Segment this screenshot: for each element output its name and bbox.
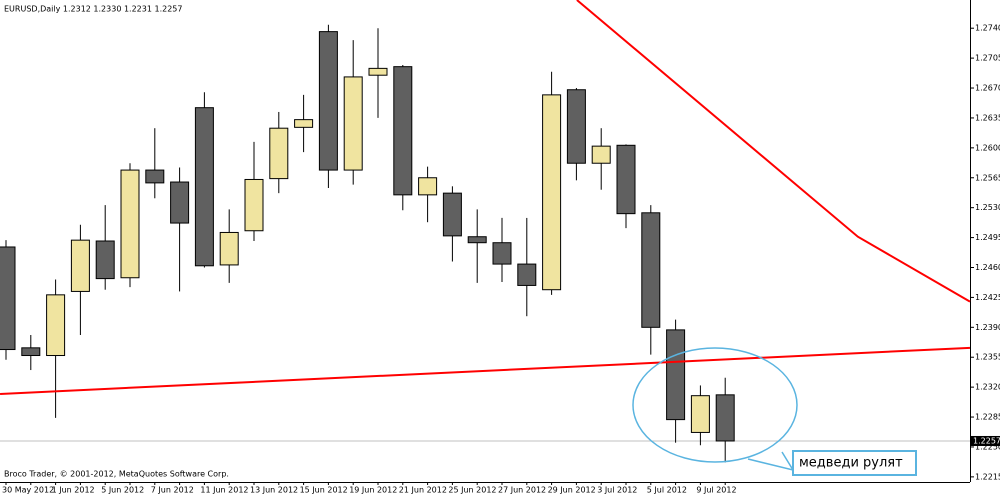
candle-body — [343, 76, 363, 171]
candle-body — [294, 119, 314, 128]
candle-body — [368, 67, 388, 76]
candle-body — [442, 192, 462, 237]
candle-body — [46, 294, 66, 357]
candle-body — [641, 212, 661, 328]
candle-body — [244, 178, 264, 232]
y-tick-label: 1.2250 — [975, 442, 1000, 451]
candle-body — [517, 263, 537, 286]
candle-body — [0, 246, 16, 351]
candle-body — [393, 66, 413, 196]
x-tick-label: 7 Jun 2012 — [151, 486, 194, 495]
x-tick-label: 13 Jun 2012 — [250, 486, 298, 495]
candle-body — [21, 347, 41, 357]
candle-body — [616, 144, 636, 215]
candle-body — [542, 94, 562, 291]
candle-body — [418, 177, 438, 196]
x-tick-label: 9 Jul 2012 — [696, 486, 736, 495]
current-price-box — [971, 435, 1000, 446]
candle-body — [170, 181, 190, 224]
candle-body — [269, 127, 289, 180]
y-tick-label: 1.2215 — [975, 472, 1000, 481]
y-tick-label: 1.2530 — [975, 203, 1000, 212]
y-tick-label: 1.2635 — [975, 113, 1000, 122]
x-tick-label: 19 Jun 2012 — [349, 486, 397, 495]
candle-body — [194, 107, 214, 267]
trendline — [0, 346, 971, 395]
candle-body — [690, 395, 710, 433]
trendline — [576, 0, 971, 303]
candle-body — [145, 169, 165, 184]
y-tick-label: 1.2705 — [975, 54, 1000, 63]
candle-body — [492, 242, 512, 265]
annotation: медведи рулят — [799, 456, 903, 471]
x-tick-label: 5 Jul 2012 — [647, 486, 687, 495]
chart-title: EURUSD,Daily 1.2312 1.2330 1.2231 1.2257 — [4, 5, 183, 14]
footer: Broco Trader, © 2001-2012, MetaQuotes So… — [4, 470, 229, 479]
x-tick-label: 25 Jun 2012 — [448, 486, 496, 495]
candle-body — [666, 329, 686, 421]
x-tick-label: 3 Jul 2012 — [597, 486, 637, 495]
candle-body — [318, 31, 338, 171]
x-tick-label: 30 May 2012 — [2, 486, 54, 495]
annotation-box — [792, 450, 917, 476]
candle-body — [95, 240, 115, 280]
y-tick-label: 1.2390 — [975, 323, 1000, 332]
callout-ellipse — [632, 347, 798, 463]
y-tick-label: 1.2425 — [975, 293, 1000, 302]
candle-body — [120, 169, 140, 279]
x-tick-label: 1 Jun 2012 — [52, 486, 95, 495]
candle-body — [467, 236, 487, 244]
x-tick-label: 21 Jun 2012 — [399, 486, 447, 495]
y-tick-label: 1.2600 — [975, 143, 1000, 152]
y-tick-label: 1.2320 — [975, 383, 1000, 392]
x-tick-label: 29 Jun 2012 — [548, 486, 596, 495]
candle-body — [219, 231, 239, 266]
x-tick-label: 5 Jun 2012 — [101, 486, 144, 495]
y-tick-label: 1.2460 — [975, 263, 1000, 272]
candle-body — [715, 394, 735, 442]
y-tick-label: 1.2285 — [975, 413, 1000, 422]
y-tick-label: 1.2740 — [975, 24, 1000, 33]
y-tick-label: 1.2355 — [975, 353, 1000, 362]
y-tick-label: 1.2495 — [975, 233, 1000, 242]
candle-body — [566, 89, 586, 164]
x-tick-label: 15 Jun 2012 — [300, 486, 348, 495]
x-tick-label: 11 Jun 2012 — [200, 486, 248, 495]
x-tick-label: 27 Jun 2012 — [498, 486, 546, 495]
y-tick-label: 1.2670 — [975, 84, 1000, 93]
candle-body — [591, 145, 611, 164]
current-price-label: 1.2257 — [973, 436, 1000, 445]
y-tick-label: 1.2565 — [975, 173, 1000, 182]
candle-body — [70, 239, 90, 292]
